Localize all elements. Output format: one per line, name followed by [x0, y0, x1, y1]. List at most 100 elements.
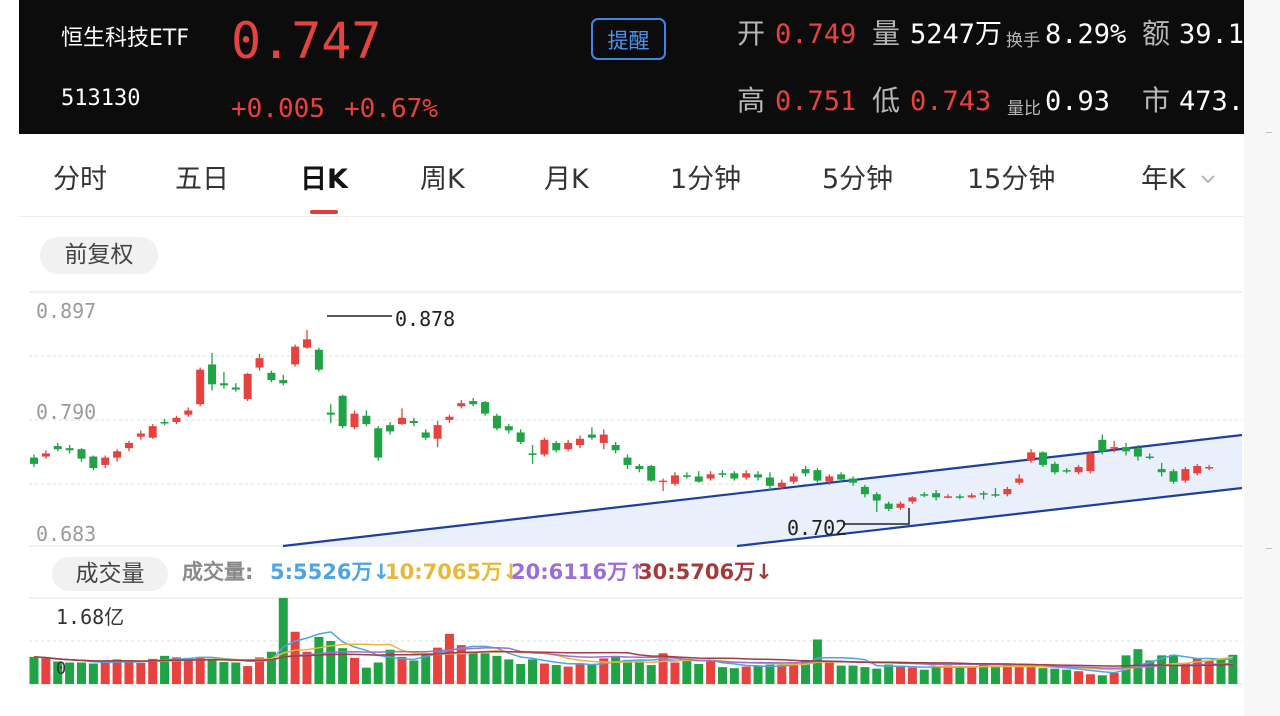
- candle: [979, 491, 988, 500]
- candle-body: [754, 474, 763, 478]
- candle: [860, 484, 869, 498]
- volume-ma5-value: 5:5526万: [270, 560, 373, 584]
- volume-bar: [41, 658, 51, 684]
- candle-body: [955, 496, 964, 498]
- volume-indicator-button[interactable]: 成交量: [52, 557, 168, 591]
- min-price-label: 0.702: [787, 516, 848, 540]
- candle: [1169, 469, 1178, 484]
- tab-yearly-k[interactable]: 年K: [1141, 164, 1186, 195]
- volume-bar: [801, 659, 811, 684]
- candle: [813, 468, 822, 483]
- candle-body: [469, 401, 478, 405]
- alert-button[interactable]: 提醒: [591, 18, 666, 60]
- candle: [255, 353, 264, 371]
- candle-body: [113, 451, 122, 458]
- tab-5-minute[interactable]: 5分钟: [822, 164, 894, 195]
- tab-daily-k[interactable]: 日K: [300, 164, 348, 195]
- candle-body: [647, 465, 656, 481]
- tab-monthly-k[interactable]: 月K: [544, 164, 589, 195]
- volume-bar: [765, 664, 775, 684]
- volume-bar: [195, 656, 205, 684]
- candle: [1003, 486, 1012, 497]
- candle-body: [1050, 463, 1059, 473]
- candle: [1122, 442, 1131, 456]
- volume-bar: [670, 662, 680, 684]
- volume-zero-label: 0: [56, 659, 67, 679]
- chevron-down-icon[interactable]: [1201, 174, 1215, 184]
- low-value: 0.743: [910, 86, 992, 117]
- volume-bar: [29, 656, 39, 684]
- candle: [647, 464, 656, 482]
- candle: [101, 455, 110, 469]
- volume-bar: [326, 641, 336, 684]
- candle-body: [623, 457, 632, 465]
- candle-body: [397, 417, 406, 425]
- volume-bar: [623, 659, 632, 684]
- candle-body: [682, 475, 691, 477]
- price-change-pct: +0.67%: [344, 94, 438, 124]
- candles-group: [30, 329, 1214, 513]
- candle-body: [89, 456, 98, 469]
- candle: [943, 494, 952, 499]
- period-tabs: 分时 五日 日K 周K 月K 1分钟 5分钟 15分钟 年K: [19, 134, 1244, 217]
- candle-body: [670, 475, 679, 484]
- volume-bar: [729, 668, 739, 684]
- volume-bar: [349, 657, 359, 684]
- candle: [89, 455, 98, 471]
- candle-body: [231, 387, 240, 390]
- volume-bar: [207, 658, 217, 684]
- candle-body: [564, 442, 573, 450]
- candle: [1015, 474, 1024, 485]
- volume-bar: [860, 667, 870, 684]
- candle: [920, 492, 929, 498]
- candle: [789, 473, 798, 484]
- candle: [611, 441, 620, 454]
- candle-body: [932, 493, 941, 498]
- candle: [77, 448, 86, 462]
- candle-body: [1062, 470, 1071, 472]
- candle-body: [516, 432, 525, 442]
- volume-bar: [88, 663, 98, 684]
- adjust-mode-button[interactable]: 前复权: [40, 237, 158, 274]
- tab-1-minute[interactable]: 1分钟: [670, 164, 742, 195]
- volume-bar: [504, 659, 514, 684]
- tab-five-day[interactable]: 五日: [175, 164, 229, 195]
- volume-bar: [1109, 672, 1119, 684]
- tab-weekly-k[interactable]: 周K: [420, 164, 465, 195]
- candle-body: [362, 415, 371, 425]
- volume-ma-lines: [33, 631, 1234, 674]
- candle-body: [825, 476, 834, 482]
- candle: [849, 476, 858, 486]
- candle-body: [837, 474, 846, 480]
- volume-bar: [148, 658, 158, 684]
- volume-bar: [492, 655, 502, 684]
- candle: [1181, 467, 1190, 483]
- candle-body: [30, 457, 38, 464]
- candle-body: [172, 417, 181, 422]
- volume-bar: [1180, 663, 1190, 684]
- volume-bar: [717, 667, 727, 684]
- volume-ma10-value: 10:7065万: [385, 560, 503, 584]
- candle: [884, 501, 893, 511]
- volume-bar: [753, 666, 763, 684]
- candle: [53, 442, 62, 452]
- volume-bar: [1157, 655, 1167, 684]
- min-price-leader: [843, 508, 910, 525]
- candle-body: [920, 494, 929, 496]
- volume-bar: [124, 661, 134, 684]
- candle-body: [1205, 467, 1214, 469]
- tab-15-minute[interactable]: 15分钟: [967, 164, 1056, 195]
- candle: [682, 472, 691, 479]
- volume-bar: [1014, 666, 1024, 684]
- volume-bar: [373, 662, 383, 684]
- candle-body: [694, 476, 703, 482]
- volume-bar: [53, 661, 63, 684]
- volume-bar: [1050, 668, 1060, 684]
- volume-bar: [136, 663, 146, 684]
- candle: [113, 449, 122, 462]
- candle: [694, 471, 703, 483]
- volume-label: 量: [872, 17, 901, 50]
- volume-bar: [907, 667, 917, 684]
- tab-intraday[interactable]: 分时: [53, 164, 107, 195]
- volume-ratio-value: 0.93: [1045, 86, 1111, 117]
